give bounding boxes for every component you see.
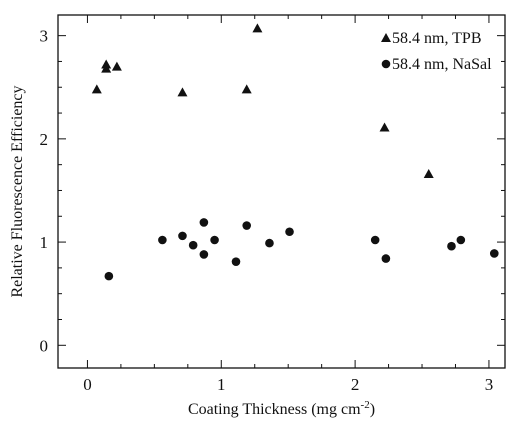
legend-label: 58.4 nm, NaSal	[392, 56, 492, 73]
y-tick-label: 0	[40, 336, 49, 355]
tpb-point	[177, 87, 188, 97]
plot-frame	[57, 14, 506, 369]
nasal-point	[285, 227, 294, 237]
tpb-point	[241, 84, 252, 94]
legend-marker	[381, 33, 391, 42]
nasal-point	[381, 254, 391, 263]
nasal-point	[231, 257, 241, 266]
y-tick-label: 2	[40, 130, 49, 149]
nasal-point	[104, 271, 114, 281]
tpb-point	[423, 168, 434, 178]
y-tick-label: 1	[40, 233, 49, 252]
legend-label: 58.4 nm, TPB	[392, 30, 482, 47]
nasal-point	[178, 231, 187, 241]
nasal-point	[158, 235, 167, 245]
tpb-point	[91, 84, 102, 94]
legend: 58.4 nm, TPB 58.4 nm, NaSal	[381, 30, 492, 73]
x-axis-label: Coating Thickness (mg cm-2)	[188, 399, 375, 418]
nasal-point	[188, 240, 198, 250]
x-tick-label: 2	[351, 375, 360, 394]
nasal-point	[199, 250, 209, 259]
data-points	[91, 23, 499, 281]
nasal-point	[489, 249, 499, 258]
nasal-point	[370, 235, 380, 245]
tick-labels: 0 1 2 3 0 1 2 3	[40, 27, 494, 394]
x-tick-label: 0	[83, 375, 92, 394]
tpb-point	[379, 122, 390, 132]
legend-marker	[381, 59, 391, 69]
nasal-point	[199, 218, 209, 227]
x-tick-label: 1	[217, 375, 226, 394]
nasal-point	[265, 238, 274, 248]
tpb-point	[101, 59, 112, 69]
nasal-point	[456, 235, 466, 245]
tpb-point	[111, 61, 122, 71]
nasal-point	[447, 241, 456, 251]
nasal-point	[210, 235, 219, 245]
x-tick-label: 3	[485, 375, 494, 394]
axis-ticks	[58, 15, 505, 368]
y-axis-label: Relative Fluorescence Efficiency	[9, 85, 26, 297]
nasal-point	[242, 221, 252, 230]
y-tick-label: 3	[40, 27, 49, 46]
tpb-point	[252, 23, 263, 33]
